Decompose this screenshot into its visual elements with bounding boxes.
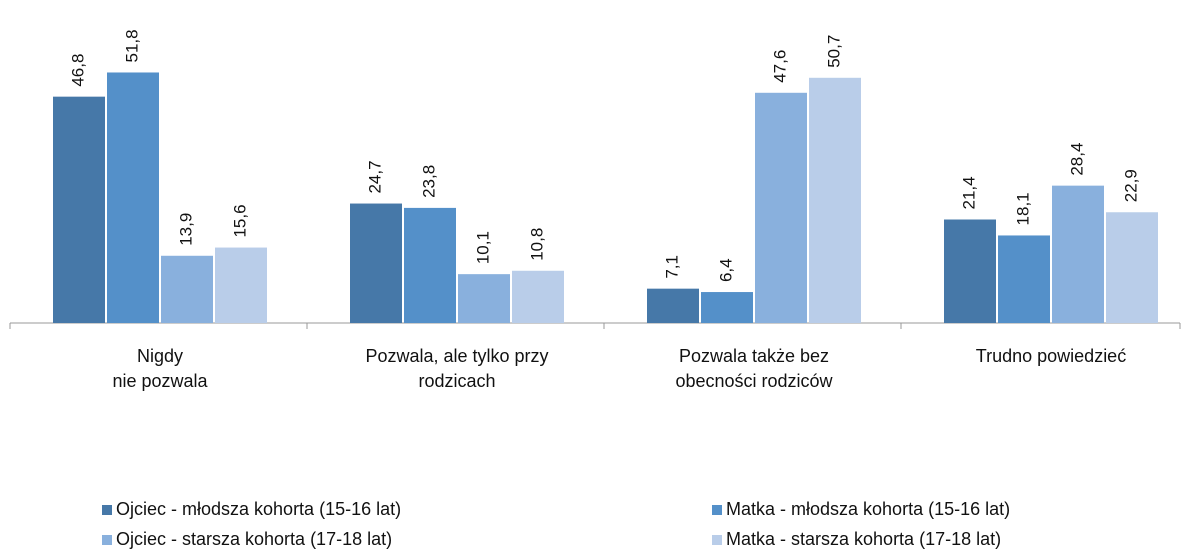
legend-label: Ojciec - młodsza kohorta (15-16 lat) [116,499,401,519]
bar [755,92,807,323]
bar [998,235,1050,323]
x-tick-label: Pozwala także bez [679,346,829,366]
value-label: 7,1 [662,255,681,279]
value-label: 23,8 [419,165,438,198]
bar [701,292,753,323]
x-tick-label: nie pozwala [112,371,208,391]
bar [404,207,456,323]
bar [53,96,105,324]
value-label: 24,7 [365,160,384,193]
bar [350,203,402,323]
bar [512,270,564,323]
value-label: 13,9 [176,213,195,246]
value-label: 46,8 [68,54,87,87]
value-label: 10,8 [527,228,546,261]
bar [161,255,213,323]
bar [458,274,510,323]
bar [1052,185,1104,323]
value-label: 47,6 [770,50,789,83]
x-tick-label: Trudno powiedzieć [976,346,1126,366]
bar [215,247,267,323]
legend-label: Ojciec - starsza kohorta (17-18 lat) [116,529,392,549]
x-tick-label: obecności rodziców [675,371,833,391]
value-label: 50,7 [824,35,843,68]
value-label: 15,6 [230,204,249,237]
value-label: 22,9 [1121,169,1140,202]
x-tick-label: rodzicach [418,371,495,391]
legend-swatch [712,505,722,515]
legend-swatch [102,535,112,545]
legend-swatch [102,505,112,515]
bar [809,77,861,324]
value-label: 10,1 [473,231,492,264]
value-label: 51,8 [122,29,141,62]
legend-label: Matka - starsza kohorta (17-18 lat) [726,529,1001,549]
value-label: 21,4 [959,176,978,209]
x-tick-label: Nigdy [137,346,183,366]
value-label: 28,4 [1067,143,1086,176]
value-label: 18,1 [1013,192,1032,225]
legend-swatch [712,535,722,545]
legend-label: Matka - młodsza kohorta (15-16 lat) [726,499,1010,519]
value-label: 6,4 [716,258,735,282]
x-tick-label: Pozwala, ale tylko przy [365,346,548,366]
bar [647,288,699,323]
bar [107,72,159,323]
bar [944,219,996,323]
bar [1106,212,1158,323]
